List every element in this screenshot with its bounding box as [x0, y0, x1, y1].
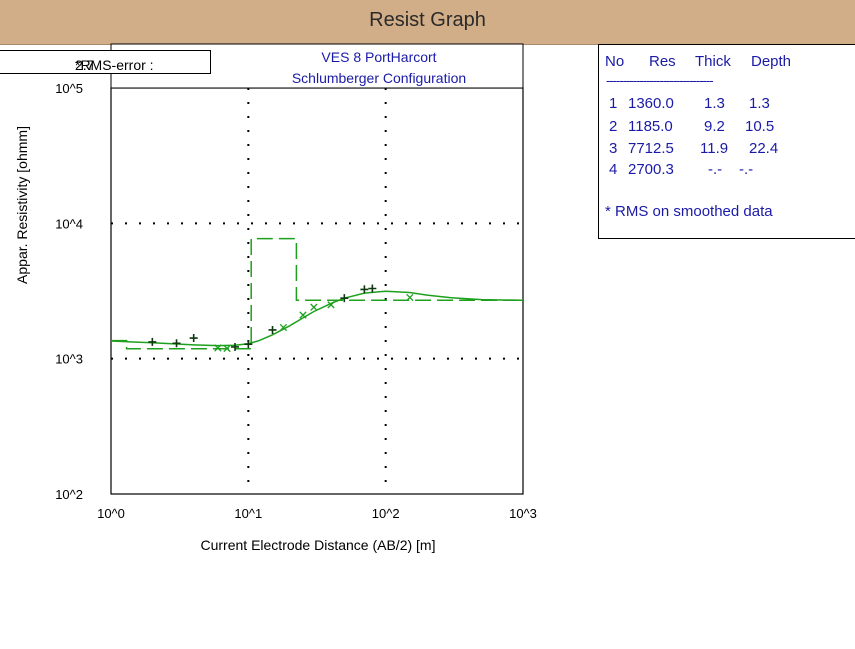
data-point-plus	[189, 334, 198, 343]
x-tick-label: 10^2	[372, 506, 400, 521]
rms-note: * RMS on smoothed data	[605, 203, 773, 220]
data-point-cross	[223, 344, 231, 353]
window-title: Resist Graph	[369, 9, 486, 31]
table-cell: 7712.5	[628, 140, 674, 157]
table-cell: 9.2	[704, 118, 725, 135]
data-point-cross	[299, 311, 307, 319]
table-cell: -.-	[708, 161, 723, 178]
table-cell: -.-	[739, 161, 754, 178]
y-tick-label: 10^3	[55, 352, 83, 367]
table-cell: 1.3	[704, 95, 725, 112]
table-cell: 4	[609, 161, 618, 178]
y-tick-label: 10^2	[55, 487, 83, 502]
data-point-cross	[406, 293, 414, 302]
rms-error-box: *RMS-error : 2.7	[0, 50, 211, 74]
layer-results-panel: No Res Thick Depth ---------------------…	[598, 44, 855, 239]
table-cell: 1	[609, 95, 618, 112]
axis-ticks: 10^0 10^1 10^2 10^3 10^2 10^3 10^4 10^5	[55, 81, 537, 521]
rms-error-value: 2.7	[75, 57, 95, 73]
x-axis-label: Current Electrode Distance (AB/2) [m]	[201, 537, 436, 553]
x-tick-label: 10^1	[234, 506, 262, 521]
column-header-depth: Depth	[751, 53, 792, 70]
chart-title: VES 8 PortHarcort	[321, 49, 436, 65]
data-point-plus	[231, 342, 240, 351]
data-point-cross	[214, 344, 222, 352]
layer-model-curve	[111, 237, 523, 350]
data-point-plus	[360, 285, 369, 294]
rms-error-label: *RMS-error :	[75, 57, 154, 73]
grid-dots	[111, 88, 523, 494]
chart-subtitle: Schlumberger Configuration	[292, 70, 466, 86]
table-cell: 11.9	[700, 140, 729, 157]
data-point-cross	[327, 301, 335, 309]
x-tick-label: 10^3	[509, 506, 537, 521]
table-cell: 1185.0	[628, 118, 673, 135]
data-point-cross	[279, 323, 288, 332]
y-axis-label: Appar. Resistivity [ohmm]	[14, 126, 30, 284]
y-tick-label: 10^4	[55, 216, 83, 231]
data-point-plus	[148, 337, 157, 346]
data-point-plus	[244, 340, 253, 349]
column-header-thick: Thick	[695, 53, 731, 70]
table-cell: 2700.3	[628, 161, 674, 178]
y-tick-label: 10^5	[55, 81, 83, 96]
header-separator: --------------------------------	[606, 73, 714, 88]
column-header-res: Res	[649, 53, 676, 70]
column-header-no: No	[605, 53, 625, 70]
smoothed-curve	[110, 290, 524, 347]
x-tick-label: 10^0	[97, 506, 125, 521]
table-cell: 1.3	[749, 95, 770, 112]
data-point-plus	[172, 339, 181, 348]
data-point-cross	[310, 303, 318, 311]
data-point-plus	[368, 284, 377, 293]
table-cell: 2	[609, 118, 618, 135]
table-cell: 10.5	[745, 118, 775, 135]
data-point-plus	[340, 294, 349, 303]
table-cell: 3	[609, 140, 618, 157]
data-point-plus	[268, 325, 277, 334]
plot-frame	[110, 87, 524, 495]
data-layer	[110, 237, 524, 353]
table-cell: 1360.0	[628, 95, 674, 112]
table-cell: 22.4	[749, 140, 779, 157]
